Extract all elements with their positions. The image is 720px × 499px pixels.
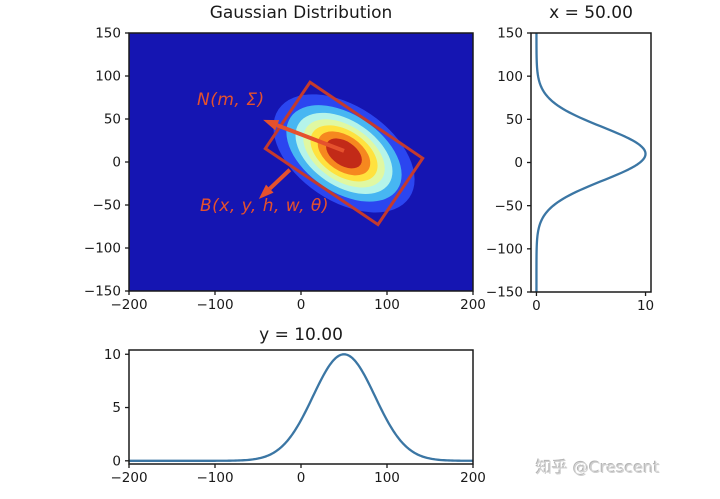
x-slice-x-tick-label: 0	[532, 298, 541, 314]
x-slice-y-tick-label: −150	[486, 285, 523, 301]
main-y-tick-label: −150	[84, 284, 121, 300]
main-x-tick-label: −200	[110, 297, 147, 313]
y-slice-y-tick-label: 0	[112, 454, 121, 470]
annotation-arrow-shaft	[268, 168, 292, 191]
annotation-arrowhead	[263, 119, 280, 131]
x-slice-x-tick-label: 10	[637, 298, 654, 314]
y-slice-gaussian-curve	[129, 353, 474, 462]
y-slice-x-tick-label: −200	[110, 470, 147, 486]
x-slice-plot: 0 10 150 100 50 0 −50 −100 −150	[486, 26, 654, 314]
x-slice-y-tick-label: 50	[506, 112, 523, 128]
x-slice-frame	[530, 32, 652, 293]
main-plot-title: Gaussian Distribution	[209, 3, 393, 23]
main-y-tick-label: 100	[95, 69, 121, 85]
main-y-tick-label: −50	[93, 198, 122, 214]
rotated-bounding-box	[263, 80, 425, 227]
y-slice-x-tick-label: 100	[374, 470, 400, 486]
main-plot: −200 −100 0 100 200 150 100 50 0 −50 −100 −150	[84, 26, 486, 313]
main-x-tick-label: 200	[460, 297, 486, 313]
y-slice-plot-title: y = 10.00	[259, 325, 343, 345]
y-slice-y-tick-label: 10	[104, 347, 121, 363]
main-x-tick-label: 0	[297, 297, 306, 313]
main-y-tick-label: 150	[95, 26, 121, 42]
x-slice-gaussian-curve	[535, 33, 647, 292]
annotation-arrow-shaft	[276, 123, 345, 153]
main-y-tick-label: 0	[112, 155, 121, 171]
x-slice-y-tick-label: 0	[514, 155, 523, 171]
main-x-tick-label: −100	[196, 297, 233, 313]
y-slice-x-tick-label: 200	[460, 470, 486, 486]
main-y-tick-label: −100	[84, 241, 121, 257]
gaussian-distribution-label: N(m, Σ)	[197, 90, 265, 110]
y-slice-plot: −200 −100 0 100 200 10 5 0	[104, 347, 486, 486]
y-slice-x-tick-label: 0	[297, 470, 306, 486]
main-frame	[128, 32, 474, 292]
annotation-arrowhead	[258, 184, 274, 199]
bounding-box-label: B(x, y, h, w, θ)	[200, 196, 329, 216]
x-slice-y-tick-label: −100	[486, 242, 523, 258]
y-slice-y-tick-label: 5	[112, 400, 121, 416]
x-slice-plot-title: x = 50.00	[549, 3, 633, 23]
main-y-tick-label: 50	[104, 112, 121, 128]
x-slice-y-tick-label: −50	[495, 198, 524, 214]
y-slice-frame	[128, 349, 474, 465]
watermark-text: 知乎 @Crescent	[536, 458, 660, 477]
x-slice-y-tick-label: 150	[497, 26, 523, 42]
x-slice-y-tick-label: 100	[497, 69, 523, 85]
y-slice-x-tick-label: −100	[196, 470, 233, 486]
main-x-tick-label: 100	[374, 297, 400, 313]
